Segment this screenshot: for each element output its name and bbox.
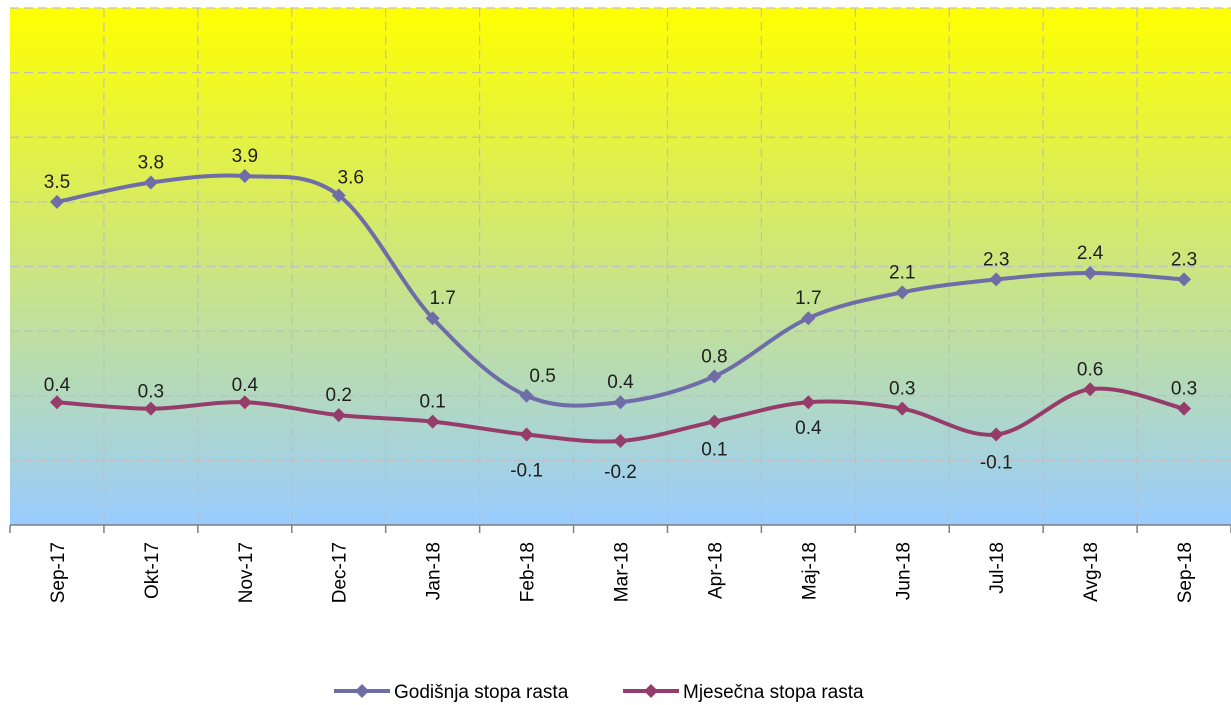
legend: Godišnja stopa rasta Mjesečna stopa rasta xyxy=(334,682,864,703)
series-1-marker xyxy=(425,414,440,429)
series-0-marker xyxy=(801,311,816,326)
data-labels: 3.5 3.8 3.9 3.6 1.7 0.5 0.4 0.8 1.7 2.1 2.3 2.4 2.3 0… xyxy=(44,146,1197,483)
data-label: 3.5 xyxy=(44,172,70,193)
legend-swatch-marker xyxy=(644,684,658,698)
x-tick-label: Jun-18 xyxy=(893,542,914,600)
series-0-marker xyxy=(895,285,910,300)
series-1-marker xyxy=(143,401,158,416)
data-label: 0.2 xyxy=(326,385,352,406)
data-label: -0.1 xyxy=(980,453,1013,474)
series-1-marker xyxy=(331,408,346,423)
data-label: 0.4 xyxy=(44,375,71,396)
series-0-marker xyxy=(1177,272,1192,287)
data-label: -0.1 xyxy=(510,461,543,482)
data-label: 2.3 xyxy=(1171,249,1197,270)
series-1-marker xyxy=(1177,401,1192,416)
data-label: 0.8 xyxy=(701,346,727,367)
data-label: 2.3 xyxy=(983,249,1009,270)
data-label: 0.3 xyxy=(1171,379,1197,400)
x-tick-label: Maj-18 xyxy=(799,542,820,600)
x-tick-label: Sep-17 xyxy=(48,542,69,603)
data-label: 0.1 xyxy=(419,392,445,413)
x-tick-label: Feb-18 xyxy=(518,542,539,602)
x-tick-label: Sep-18 xyxy=(1175,542,1196,603)
series-1-marker xyxy=(989,427,1004,442)
series-1-marker xyxy=(895,401,910,416)
x-tick-labels: Sep-17 Okt-17 Nov-17 Dec-17 Jan-18 Feb-18 Mar-… xyxy=(48,542,1196,603)
data-label: 3.6 xyxy=(338,167,364,188)
x-tick-label: Avg-18 xyxy=(1081,542,1102,602)
x-tick-label: Jul-18 xyxy=(987,542,1008,594)
series-0-marker xyxy=(613,395,628,410)
series-1-marker xyxy=(707,414,722,429)
x-axis xyxy=(9,524,1231,533)
data-label: 0.4 xyxy=(795,418,822,439)
series-1-marker xyxy=(49,395,64,410)
legend-item-0: Godišnja stopa rasta xyxy=(334,682,569,703)
legend-label: Mjesečna stopa rasta xyxy=(683,682,864,703)
data-label: 3.9 xyxy=(232,146,258,167)
data-label: 1.7 xyxy=(429,288,455,309)
data-label: 0.4 xyxy=(232,375,259,396)
data-label: 0.4 xyxy=(607,372,634,393)
legend-swatch-marker xyxy=(355,684,369,698)
x-tick-label: Mar-18 xyxy=(612,542,633,602)
series-0-marker xyxy=(331,188,346,203)
data-label: 2.4 xyxy=(1077,243,1104,264)
series-0-marker xyxy=(425,311,440,326)
legend-item-1: Mjesečna stopa rasta xyxy=(623,682,864,703)
series-0-marker xyxy=(237,169,252,184)
x-tick-label: Jan-18 xyxy=(424,542,445,600)
data-label: 0.3 xyxy=(889,379,915,400)
legend-label: Godišnja stopa rasta xyxy=(394,682,569,703)
data-label: 2.1 xyxy=(889,262,915,283)
x-tick-label: Dec-17 xyxy=(330,542,351,603)
data-label: 0.1 xyxy=(701,440,727,461)
series-0-marker xyxy=(1083,265,1098,280)
data-label: 1.7 xyxy=(795,288,821,309)
series-markers xyxy=(49,169,1192,448)
series-0-marker xyxy=(49,194,64,209)
series-0-marker xyxy=(989,272,1004,287)
series-1-marker xyxy=(1083,382,1098,397)
series-1-marker xyxy=(613,433,628,448)
series-1-marker xyxy=(237,395,252,410)
series-0-marker xyxy=(143,175,158,190)
series-1-marker xyxy=(801,395,816,410)
data-label: 0.3 xyxy=(138,382,164,403)
data-label: 0.6 xyxy=(1077,359,1103,380)
grid-lines xyxy=(10,7,1231,525)
x-tick-label: Apr-18 xyxy=(705,542,726,599)
data-label: 3.8 xyxy=(138,152,164,173)
data-label: -0.2 xyxy=(604,462,637,483)
series-1-marker xyxy=(519,427,534,442)
series-0-marker xyxy=(707,369,722,384)
x-tick-label: Nov-17 xyxy=(236,542,257,603)
x-tick-label: Okt-17 xyxy=(142,542,163,599)
data-label: 0.5 xyxy=(529,366,555,387)
series-0-marker xyxy=(519,388,534,403)
